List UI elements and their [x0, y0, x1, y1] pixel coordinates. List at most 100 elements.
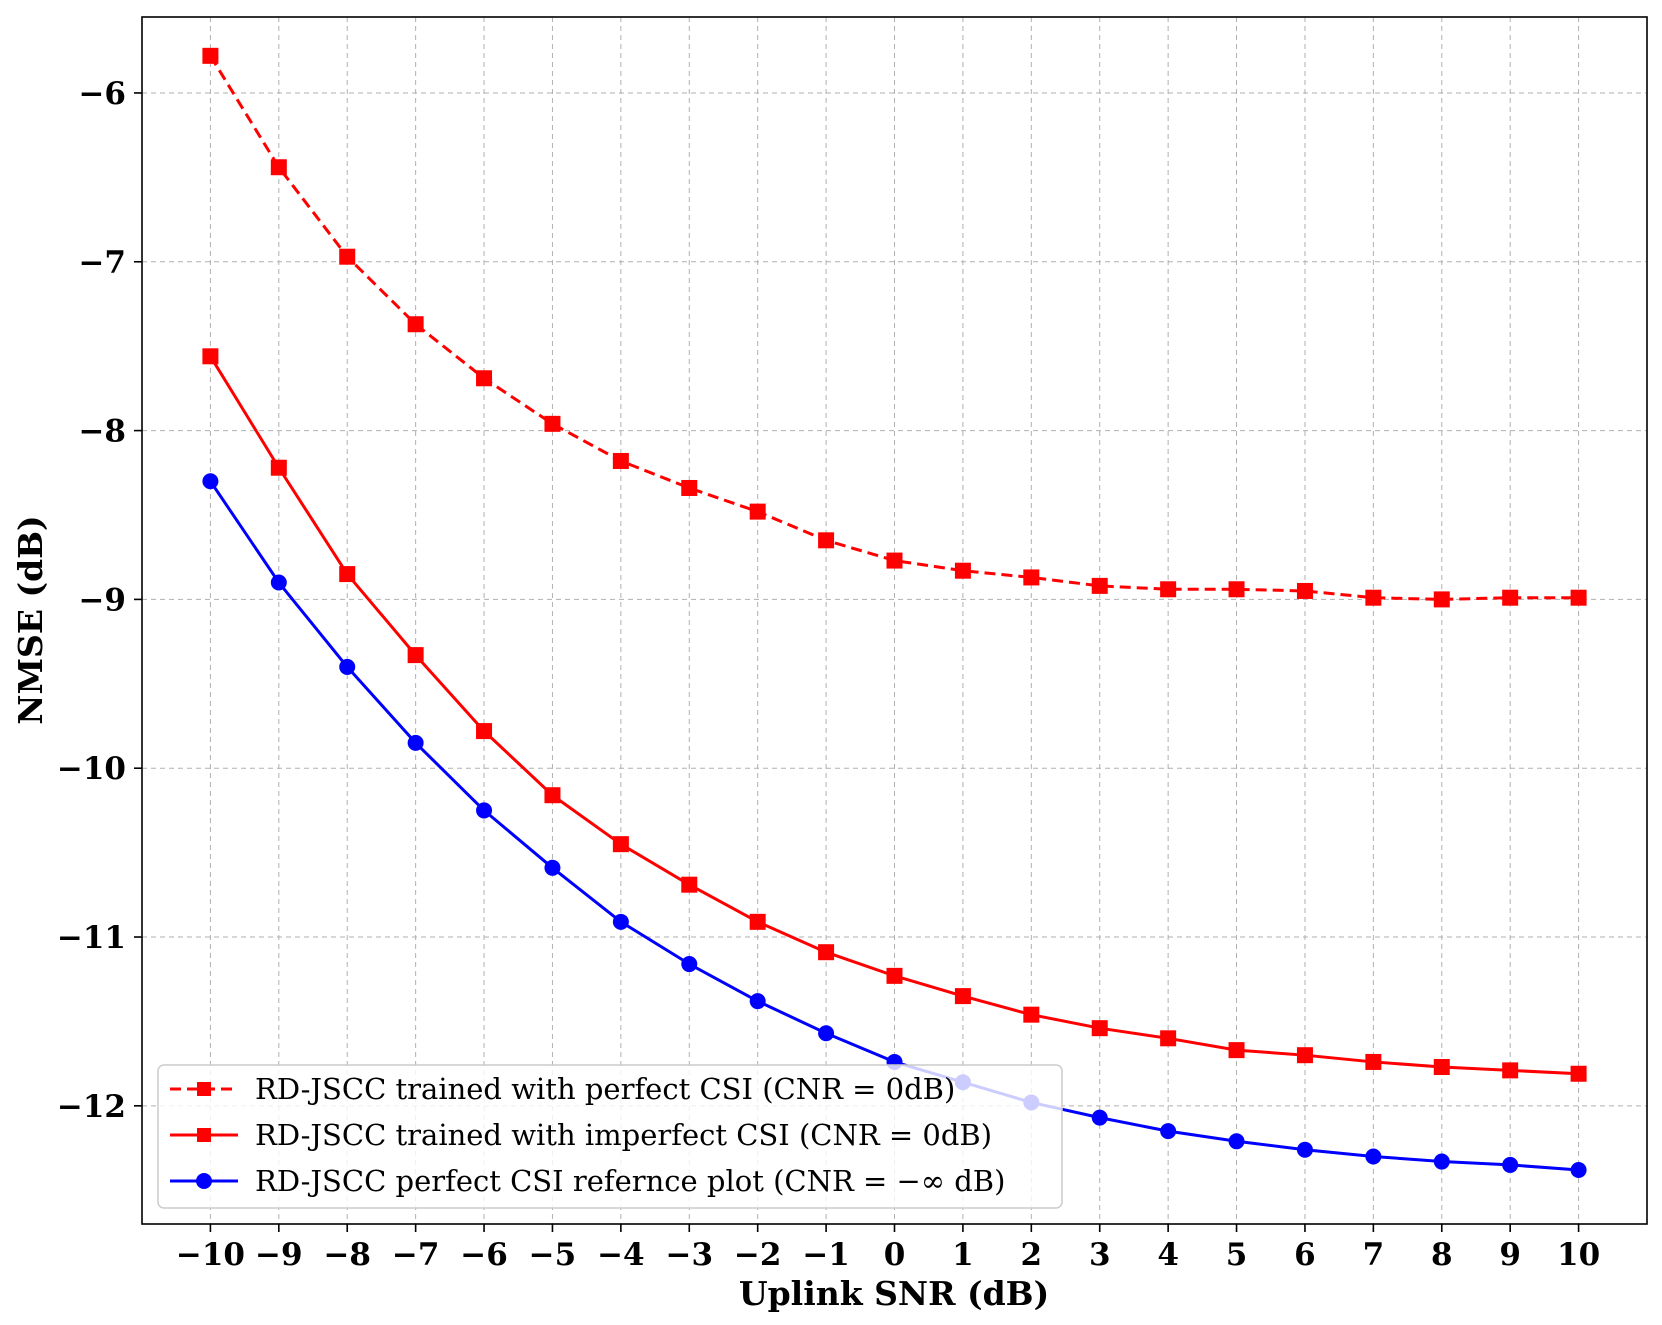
data-point [1365, 1148, 1382, 1165]
data-point [681, 479, 698, 496]
data-point [1570, 589, 1587, 606]
data-point [407, 316, 424, 333]
x-tick-label: 6 [1294, 1237, 1316, 1273]
data-point [476, 802, 493, 819]
x-tick-label: 5 [1226, 1237, 1248, 1273]
x-tick-label: −3 [665, 1237, 713, 1273]
x-tick-label: −1 [802, 1237, 850, 1273]
data-point [954, 562, 971, 579]
legend: RD-JSCC trained with perfect CSI (CNR = … [157, 1064, 1063, 1209]
y-tick-label: −8 [78, 414, 126, 450]
data-point [202, 473, 219, 490]
data-point [1296, 1141, 1313, 1158]
series-reference [202, 473, 1587, 1178]
data-point [1570, 1065, 1587, 1082]
data-point [1228, 581, 1245, 598]
series-layer [202, 47, 1587, 1178]
data-point [1365, 1053, 1382, 1070]
y-tick-label: −10 [57, 751, 126, 787]
y-tick-label: −6 [78, 76, 126, 112]
data-point [886, 552, 903, 569]
data-point [1502, 1062, 1519, 1079]
legend-marker-perfect-csi [197, 1082, 211, 1096]
data-point [818, 1025, 835, 1042]
data-point [1570, 1161, 1587, 1178]
legend-box [157, 1064, 1063, 1209]
data-point [1433, 591, 1450, 608]
data-point [1228, 1042, 1245, 1059]
data-point [202, 47, 219, 64]
x-tick-label: 1 [952, 1237, 974, 1273]
x-axis: −10 −9 −8 −7 −6 −5 −4 −3 −2 −1 0 1 2 3 4 5 6 7 8 9 10 [176, 1224, 1600, 1273]
series-imperfect-csi [202, 348, 1587, 1082]
data-point [749, 993, 766, 1010]
x-tick-label: −7 [392, 1237, 440, 1273]
data-point [1228, 1133, 1245, 1150]
legend-label-imperfect-csi: RD-JSCC trained with imperfect CSI (CNR … [255, 1118, 992, 1152]
data-point [612, 452, 629, 469]
data-point [818, 944, 835, 961]
data-point [1091, 577, 1108, 594]
data-point [749, 913, 766, 930]
data-point [818, 532, 835, 549]
y-axis-label: NMSE (dB) [11, 515, 50, 724]
data-point [202, 348, 219, 365]
data-point [339, 658, 356, 675]
y-tick-label: −7 [78, 245, 126, 281]
data-point [544, 415, 561, 432]
data-point [1365, 589, 1382, 606]
x-tick-label: 2 [1021, 1237, 1043, 1273]
data-point [1160, 1123, 1177, 1140]
data-point [1502, 589, 1519, 606]
x-tick-label: −8 [323, 1237, 371, 1273]
data-point [476, 723, 493, 740]
series-line-perfect-csi [209, 55, 1579, 601]
legend-label-reference: RD-JSCC perfect CSI refernce plot (CNR =… [255, 1164, 1005, 1198]
data-point [407, 647, 424, 664]
data-point [339, 566, 356, 583]
data-point [886, 967, 903, 984]
y-tick-label: −12 [57, 1089, 126, 1125]
x-tick-label: 0 [884, 1237, 906, 1273]
data-point [270, 574, 287, 591]
y-tick-label: −9 [78, 582, 126, 618]
data-point [1433, 1153, 1450, 1170]
legend-marker-imperfect-csi [197, 1128, 211, 1142]
data-point [476, 370, 493, 387]
data-point [270, 459, 287, 476]
data-point [749, 503, 766, 520]
x-tick-label: −4 [597, 1237, 645, 1273]
data-point [407, 734, 424, 751]
y-tick-label: −11 [57, 920, 126, 956]
data-point [1502, 1156, 1519, 1173]
data-point [1023, 1006, 1040, 1023]
data-point [1296, 582, 1313, 599]
x-tick-label: −9 [255, 1237, 303, 1273]
x-tick-label: 3 [1089, 1237, 1111, 1273]
x-axis-label: Uplink SNR (dB) [739, 1274, 1049, 1313]
x-tick-label: −2 [734, 1237, 782, 1273]
data-point [1091, 1109, 1108, 1126]
data-point [612, 836, 629, 853]
x-tick-label: 10 [1557, 1237, 1600, 1273]
x-tick-label: 9 [1499, 1237, 1521, 1273]
data-point [1296, 1047, 1313, 1064]
x-tick-label: 4 [1157, 1237, 1179, 1273]
data-point [1160, 581, 1177, 598]
x-tick-label: −6 [460, 1237, 508, 1273]
data-point [339, 248, 356, 265]
legend-marker-reference [196, 1173, 212, 1189]
x-tick-label: −5 [529, 1237, 577, 1273]
data-point [1160, 1030, 1177, 1047]
data-point [1091, 1020, 1108, 1037]
data-point [1433, 1059, 1450, 1076]
data-point [270, 159, 287, 176]
x-tick-label: 7 [1363, 1237, 1385, 1273]
data-point [1023, 569, 1040, 586]
legend-label-perfect-csi: RD-JSCC trained with perfect CSI (CNR = … [255, 1072, 955, 1106]
x-tick-label: 8 [1431, 1237, 1453, 1273]
x-tick-label: −10 [176, 1237, 245, 1273]
data-point [681, 876, 698, 893]
data-point [612, 913, 629, 930]
